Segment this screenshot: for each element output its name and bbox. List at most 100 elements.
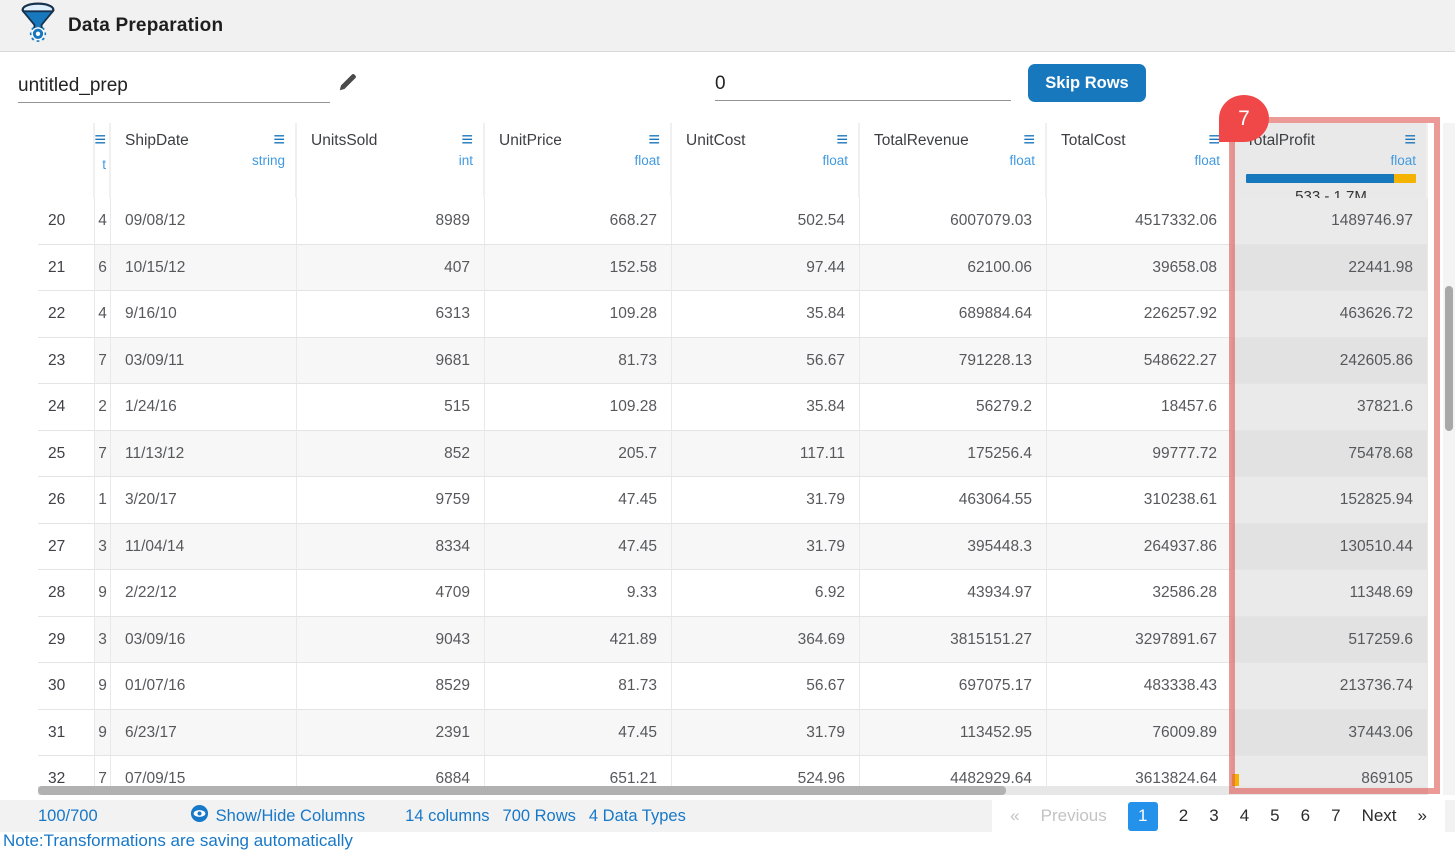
- pagination-page-2[interactable]: 2: [1178, 806, 1189, 825]
- table-cell: 517259.6: [1232, 616, 1428, 663]
- table-cell: 47.45: [485, 523, 672, 570]
- row-number-cell: 20: [38, 198, 95, 245]
- table-cell: 6313: [297, 291, 485, 338]
- table-cell: 264937.86: [1047, 523, 1232, 570]
- table-cell: 407: [297, 244, 485, 291]
- edit-pencil-icon[interactable]: [337, 71, 359, 93]
- table-row: 26 1 3/20/17 9759 47.45 31.79 463064.55 310238.…: [38, 477, 1428, 524]
- column-name: ShipDate: [125, 132, 189, 149]
- column-menu-icon[interactable]: ≡: [648, 129, 660, 151]
- table-cell: 76009.89: [1047, 709, 1232, 756]
- table-row: 29 3 03/09/16 9043 421.89 364.69 3815151.27 329…: [38, 616, 1428, 663]
- row-number-cell: 29: [38, 616, 95, 663]
- skip-rows-button[interactable]: Skip Rows: [1028, 64, 1146, 102]
- skip-rows-input[interactable]: [715, 67, 1011, 101]
- prep-name-input[interactable]: [18, 69, 330, 103]
- table-cell: 3297891.67: [1047, 616, 1232, 663]
- page-title: Data Preparation: [68, 14, 224, 36]
- table-cell: 651.21: [485, 756, 672, 786]
- column-menu-icon[interactable]: ≡: [1404, 129, 1416, 151]
- column-name: TotalCost: [1061, 132, 1126, 149]
- clipped-cell: 3: [95, 523, 111, 570]
- pagination-page-4[interactable]: 4: [1239, 806, 1250, 825]
- pagination-prev[interactable]: Previous: [1040, 806, 1107, 825]
- visible-rows-counter: 100/700: [38, 806, 98, 825]
- table-cell: 03/09/16: [111, 616, 297, 663]
- table-cell: 9759: [297, 477, 485, 524]
- column-menu-icon[interactable]: ≡: [95, 129, 106, 151]
- table-cell: 364.69: [672, 616, 860, 663]
- pagination-page-3[interactable]: 3: [1209, 806, 1219, 825]
- pagination-prev-arrow[interactable]: «: [1010, 806, 1020, 825]
- pagination-page-5[interactable]: 5: [1270, 806, 1280, 825]
- vertical-scrollbar: [1443, 123, 1455, 795]
- table-cell: 9681: [297, 337, 485, 384]
- table-cell: 791228.13: [860, 337, 1047, 384]
- column-header-shipdate[interactable]: ShipDate ≡ string: [111, 123, 297, 198]
- table-cell: 22441.98: [1232, 244, 1428, 291]
- column-name: TotalRevenue: [874, 132, 969, 149]
- app-logo-icon: [20, 2, 56, 49]
- table-cell: 11/13/12: [111, 430, 297, 477]
- column-name: TotalProfit: [1246, 132, 1315, 149]
- clipped-cell: 9: [95, 570, 111, 617]
- horizontal-scrollbar-thumb[interactable]: [38, 786, 1006, 795]
- clipped-cell: 1: [95, 477, 111, 524]
- table-header-row: ≡ t ShipDate ≡ string UnitsSold ≡ int UnitPrice ≡…: [38, 123, 1428, 198]
- table-footer: 100/700 Show/Hide Columns 14 columns 700…: [0, 800, 1455, 832]
- table-cell: 463626.72: [1232, 291, 1428, 338]
- clipped-cell: 4: [95, 291, 111, 338]
- column-header-totalcost[interactable]: TotalCost ≡ float: [1047, 123, 1232, 198]
- table-cell: 1/24/16: [111, 384, 297, 431]
- column-header-unitssold[interactable]: UnitsSold ≡ int: [297, 123, 485, 198]
- table-cell: 6884: [297, 756, 485, 786]
- table-cell: 117.11: [672, 430, 860, 477]
- pagination-next-arrow[interactable]: »: [1417, 806, 1427, 825]
- column-header-unitcost[interactable]: UnitCost ≡ float: [672, 123, 860, 198]
- table-cell: 99777.72: [1047, 430, 1232, 477]
- row-number-cell: 21: [38, 244, 95, 291]
- column-type-label: float: [634, 153, 660, 168]
- prep-toolbar: Skip Rows: [0, 53, 1455, 117]
- clipped-cell: 9: [95, 709, 111, 756]
- table-cell: 37443.06: [1232, 709, 1428, 756]
- table-cell: 502.54: [672, 198, 860, 245]
- column-menu-icon[interactable]: ≡: [273, 129, 285, 151]
- clipped-cell: 7: [95, 430, 111, 477]
- table-cell: 8529: [297, 663, 485, 710]
- table-cell: 697075.17: [860, 663, 1047, 710]
- pagination-page-7[interactable]: 7: [1331, 806, 1341, 825]
- column-menu-icon[interactable]: ≡: [1023, 129, 1035, 151]
- table-cell: 31.79: [672, 709, 860, 756]
- column-header-unitprice[interactable]: UnitPrice ≡ float: [485, 123, 672, 198]
- table-cell: 32586.28: [1047, 570, 1232, 617]
- table-cell: 9043: [297, 616, 485, 663]
- pagination-next[interactable]: Next: [1361, 806, 1397, 825]
- vertical-scrollbar-thumb[interactable]: [1445, 286, 1453, 431]
- table-cell: 3/20/17: [111, 477, 297, 524]
- table-cell: 11/04/14: [111, 523, 297, 570]
- column-type-label: int: [458, 153, 473, 168]
- table-cell: 152825.94: [1232, 477, 1428, 524]
- column-menu-icon[interactable]: ≡: [1208, 129, 1220, 151]
- table-cell: 62100.06: [860, 244, 1047, 291]
- column-header-totalrevenue[interactable]: TotalRevenue ≡ float: [860, 123, 1047, 198]
- table-cell: 6007079.03: [860, 198, 1047, 245]
- columns-count: 14 columns: [405, 806, 490, 825]
- column-header-clipped[interactable]: ≡ t: [95, 123, 111, 198]
- table-cell: 8334: [297, 523, 485, 570]
- show-hide-columns-button[interactable]: Show/Hide Columns: [190, 804, 365, 828]
- eye-icon: [190, 804, 209, 828]
- pagination-page-1[interactable]: 1: [1127, 801, 1158, 831]
- column-menu-icon[interactable]: ≡: [836, 129, 848, 151]
- column-menu-icon[interactable]: ≡: [461, 129, 473, 151]
- table-cell: 421.89: [485, 616, 672, 663]
- row-number-cell: 30: [38, 663, 95, 710]
- pagination-page-6[interactable]: 6: [1300, 806, 1311, 825]
- column-header-totalprofit[interactable]: TotalProfit ≡ float 533 - 1.7M: [1232, 123, 1428, 198]
- table-cell: 35.84: [672, 384, 860, 431]
- table-cell: 205.7: [485, 430, 672, 477]
- table-cell: 09/08/12: [111, 198, 297, 245]
- table-cell: 3815151.27: [860, 616, 1047, 663]
- table-cell: 18457.6: [1047, 384, 1232, 431]
